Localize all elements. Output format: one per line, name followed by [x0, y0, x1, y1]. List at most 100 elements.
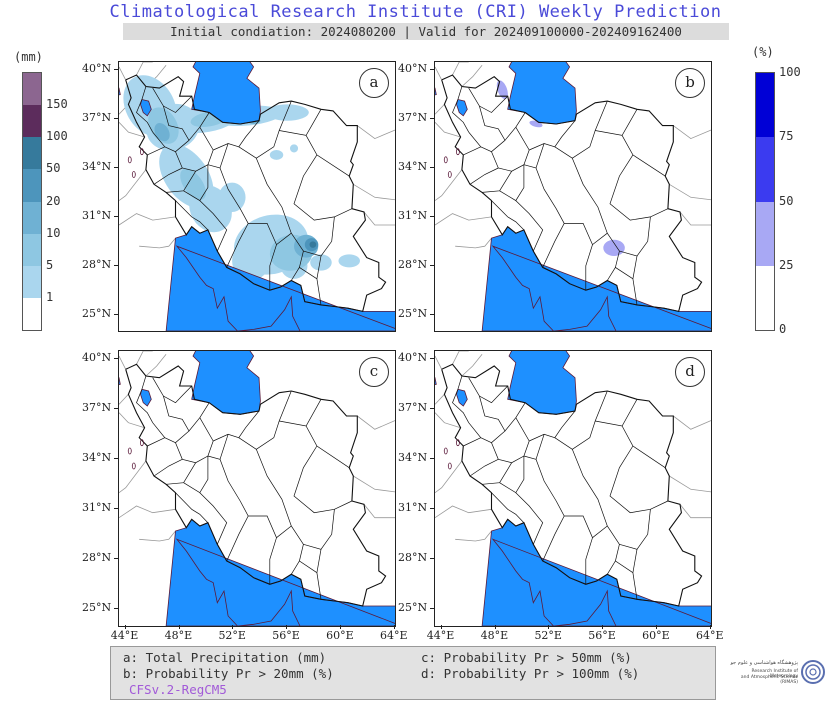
- province-border: [183, 164, 209, 202]
- province-border: [238, 390, 292, 450]
- province-border: [621, 425, 666, 468]
- logo-line1: Research Institute of Meteorology: [751, 669, 798, 679]
- neighbor-border: [357, 125, 395, 140]
- province-border: [515, 200, 544, 252]
- neighbor-border: [136, 351, 153, 365]
- legend-box: a: Total Precipitation (mm) b: Probabili…: [110, 646, 716, 700]
- province-border: [175, 200, 209, 231]
- precip-area-light: [289, 144, 299, 153]
- latitude-tick: [114, 313, 118, 315]
- neighbor-border: [679, 211, 711, 226]
- neighbor-border: [119, 394, 129, 405]
- neighbor-border: [353, 475, 395, 493]
- province-border: [468, 87, 508, 113]
- latitude-label: 25°N: [398, 306, 428, 320]
- province-border: [452, 86, 470, 133]
- latitude-label: 40°N: [398, 351, 428, 365]
- lake-van: [435, 87, 437, 96]
- panel-label-c: c: [359, 357, 389, 387]
- latitude-label: 40°N: [82, 62, 112, 76]
- neighbor-border: [461, 65, 483, 87]
- panel-label-b: b: [675, 68, 705, 98]
- neighbor-border: [145, 354, 167, 377]
- latitude-tick: [430, 166, 434, 168]
- neighbor-border: [669, 475, 711, 493]
- longitude-label: 52°E: [534, 629, 562, 642]
- neighbor-border: [452, 62, 469, 76]
- neighbor-border: [435, 169, 463, 201]
- province-border: [468, 422, 506, 444]
- province-border: [609, 154, 669, 221]
- map-svg: [119, 62, 395, 331]
- latitude-label: 37°N: [82, 111, 112, 125]
- colorbar-label: 100: [779, 65, 801, 79]
- province-border: [153, 458, 183, 477]
- rimas-logo: پژوهشگاه هواشناسی و علوم جو Research Ins…: [728, 655, 828, 695]
- latitude-tick: [114, 358, 118, 360]
- province-border: [595, 399, 638, 427]
- latitude-label: 34°N: [398, 159, 428, 173]
- logo-name: پژوهشگاه هواشناسی و علوم جو: [730, 660, 798, 666]
- latitude-label: 25°N: [82, 601, 112, 615]
- province-border: [279, 109, 322, 136]
- map-svg: [119, 351, 395, 626]
- model-name: CFSv.2-RegCM5: [129, 682, 227, 697]
- province-border: [136, 375, 154, 423]
- longitude-tick: [232, 625, 234, 629]
- province-border: [479, 105, 526, 141]
- lake-van: [119, 377, 121, 385]
- map-panel-c: c: [118, 350, 396, 627]
- province-border: [515, 492, 544, 545]
- province-border: [291, 266, 318, 281]
- colorbar-segment: [23, 73, 41, 106]
- longitude-label: 56°E: [272, 629, 300, 642]
- province-border: [219, 167, 249, 268]
- latitude-tick: [430, 118, 434, 120]
- logo-line2: and Atmospheric Science (RIMAS): [740, 675, 798, 685]
- lake-urmia: [456, 99, 468, 117]
- province-border: [491, 492, 525, 523]
- province-border: [152, 87, 192, 113]
- latitude-tick: [430, 558, 434, 560]
- colorbar-label: 5: [46, 257, 54, 272]
- neighbor-border: [435, 213, 492, 226]
- latitude-label: 25°N: [82, 306, 112, 320]
- longitude-label: 64°E: [380, 629, 408, 642]
- colorbar-segment: [23, 137, 41, 170]
- latitude-tick: [114, 166, 118, 168]
- province-border: [147, 146, 165, 156]
- map-panel-d: d: [434, 350, 712, 627]
- map-svg: [435, 62, 711, 331]
- province-borders: [452, 86, 669, 305]
- panel-label-d: d: [675, 357, 705, 387]
- province-border: [219, 459, 249, 562]
- colorbar-segment: [756, 137, 774, 202]
- longitude-tick: [494, 625, 496, 629]
- colorbar-label: 50: [46, 161, 61, 176]
- latitude-label: 31°N: [398, 208, 428, 222]
- latitude-label: 28°N: [82, 551, 112, 565]
- province-border: [238, 100, 292, 159]
- latitude-tick: [430, 608, 434, 610]
- latitude-label: 31°N: [398, 501, 428, 515]
- precip-area-light: [269, 150, 284, 160]
- neighbor-border: [119, 355, 127, 370]
- province-border: [609, 445, 669, 514]
- longitude-tick: [440, 625, 442, 629]
- logo-rings-icon: [801, 660, 825, 684]
- neighbor-border: [435, 394, 445, 405]
- province-border: [199, 492, 228, 545]
- province-border: [316, 549, 322, 600]
- province-border: [463, 437, 481, 447]
- neighbor-border: [119, 122, 145, 138]
- small-island: [139, 148, 144, 156]
- neighbor-border: [435, 505, 492, 519]
- left-colorbar: [22, 72, 42, 331]
- province-border: [479, 395, 526, 432]
- colorbar-label: 75: [779, 129, 794, 144]
- latitude-label: 40°N: [82, 351, 112, 365]
- neighbor-border: [119, 412, 145, 429]
- page-subtitle: Initial condiation: 2024080200 | Valid f…: [123, 23, 729, 40]
- colorbar-label: 150: [46, 97, 68, 112]
- province-border: [175, 417, 214, 464]
